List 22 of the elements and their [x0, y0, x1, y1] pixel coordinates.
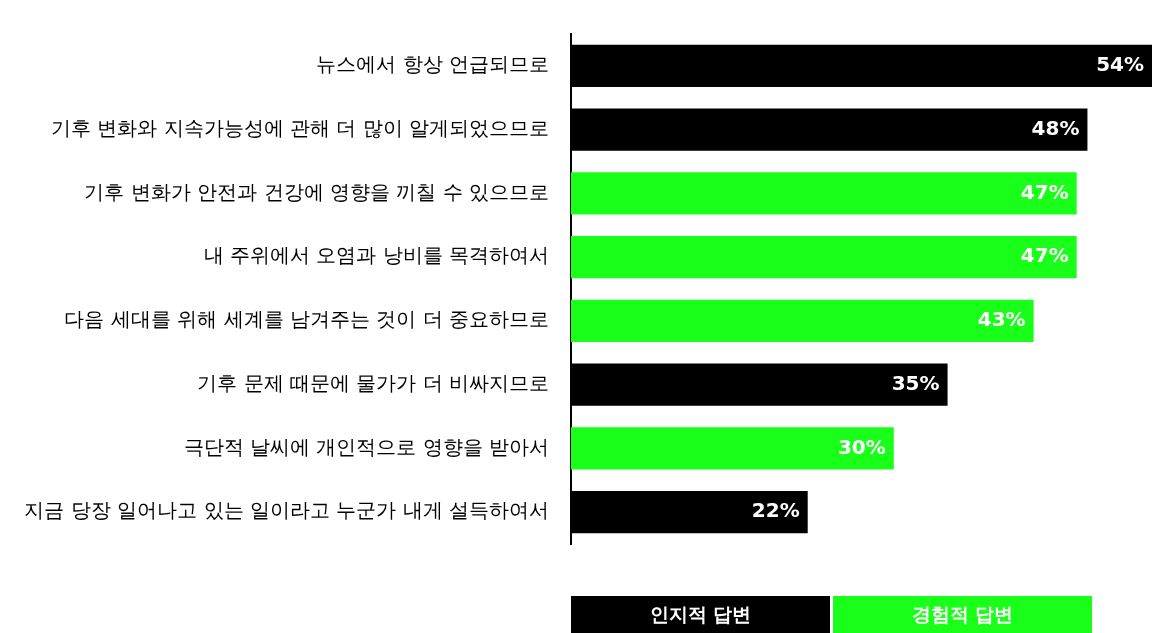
data-label: 35% [891, 370, 940, 395]
data-label: 30% [837, 434, 886, 459]
data-label: 48% [1031, 115, 1080, 140]
y-tick-label: 극단적 날씨에 개인적으로 영향을 받아서 [183, 434, 549, 459]
y-tick-label: 뉴스에서 항상 언급되므로 [316, 52, 549, 77]
bar [571, 236, 1077, 279]
bar [571, 427, 894, 470]
data-label: 47% [1020, 179, 1069, 204]
data-label: 22% [751, 498, 800, 523]
y-tick-label: 다음 세대를 위해 세계를 남겨주는 것이 더 중요하므로 [64, 307, 549, 332]
y-tick-label: 내 주위에서 오염과 낭비를 목격하여서 [203, 243, 549, 268]
y-tick-label: 지금 당장 일어나고 있는 일이라고 누군가 내게 설득하여서 [24, 498, 549, 523]
data-label: 54% [1096, 52, 1144, 77]
bar [571, 299, 1034, 342]
y-tick-label: 기후 문제 때문에 물가가 더 비싸지므로 [197, 370, 549, 395]
y-tick-label: 기후 변화와 지속가능성에 관해 더 많이 알게되었으므로 [50, 115, 549, 140]
data-label: 47% [1020, 243, 1069, 268]
text: 경험적 답변 [833, 596, 1092, 633]
bar [571, 172, 1077, 215]
text: 인지적 답변 [571, 596, 830, 633]
data-label: 43% [977, 307, 1026, 332]
y-tick-label: 기후 변화가 안전과 건강에 영향을 끼칠 수 있으므로 [84, 179, 549, 204]
